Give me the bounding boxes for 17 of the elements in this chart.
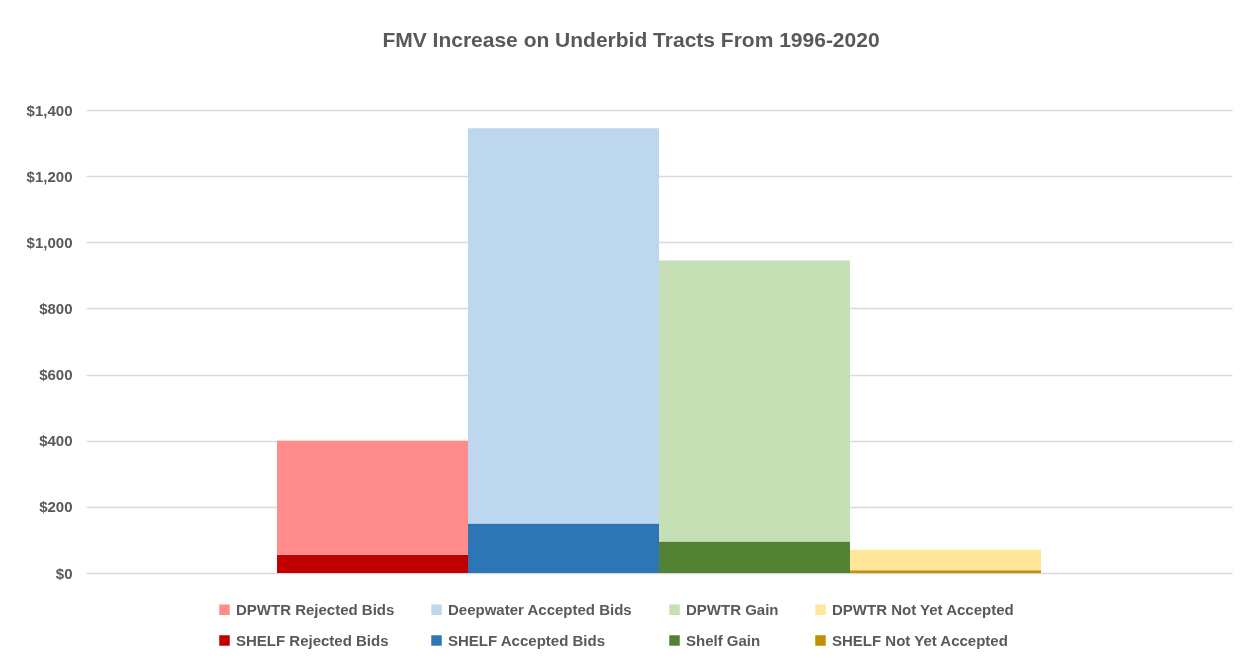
- legend-label: Deepwater Accepted Bids: [448, 600, 632, 618]
- y-tick-label: $1,200: [26, 167, 73, 185]
- legend-label: SHELF Accepted Bids: [448, 631, 605, 649]
- legend-label: DPWTR Rejected Bids: [236, 600, 395, 618]
- y-tick-label: $1,000: [26, 233, 73, 251]
- y-tick-label: $200: [39, 498, 73, 516]
- legend-label: Shelf Gain: [686, 631, 761, 649]
- legend-label: DPWTR Not Yet Accepted: [832, 600, 1014, 618]
- y-tick-label: $800: [39, 299, 73, 317]
- legend-label: SHELF Rejected Bids: [236, 631, 389, 649]
- y-tick-label: $600: [39, 366, 73, 384]
- y-tick-label: $1,400: [26, 101, 73, 119]
- legend-label: DPWTR Gain: [686, 600, 779, 618]
- y-tick-label: $400: [39, 432, 73, 450]
- legend-label: SHELF Not Yet Accepted: [832, 631, 1008, 649]
- chart-title: FMV Increase on Underbid Tracts From 1996-2020: [382, 28, 880, 51]
- y-tick-label: $0: [55, 564, 73, 582]
